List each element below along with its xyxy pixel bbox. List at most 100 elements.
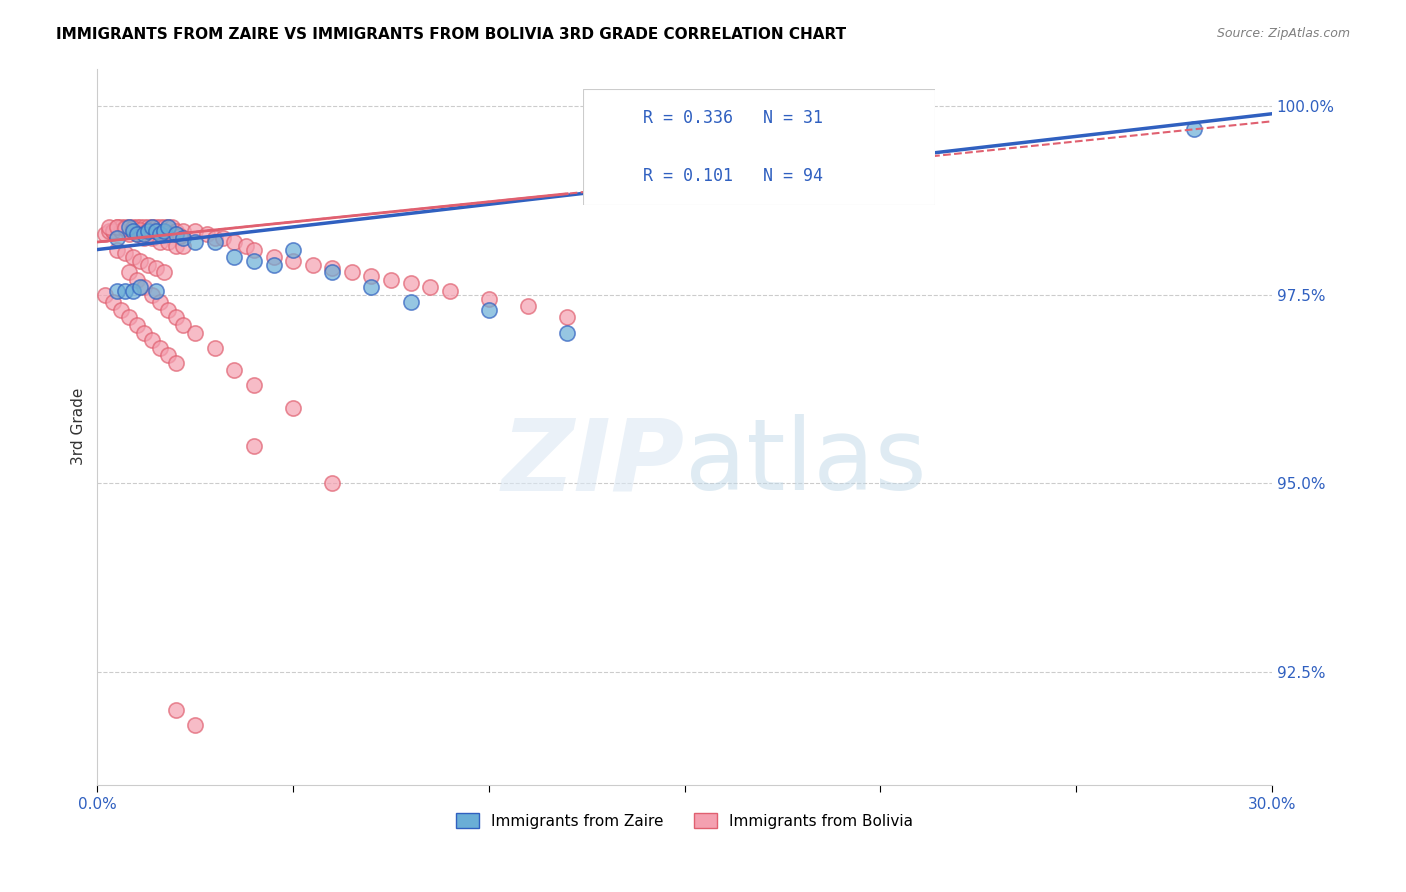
Point [153,265,176,279]
Point [121,284,143,298]
Point [399,295,422,310]
Point [263,250,285,264]
Point [141,231,163,245]
Point [141,219,163,234]
Point [399,277,422,291]
Text: R = 0.101   N = 94: R = 0.101 N = 94 [644,167,824,186]
Point [129,280,152,294]
Legend: Immigrants from Zaire, Immigrants from Bolivia: Immigrants from Zaire, Immigrants from B… [450,806,920,835]
Point [145,261,167,276]
Point [145,284,167,298]
Point [134,326,156,340]
Point [114,221,136,235]
Point [224,363,246,377]
Point [129,223,152,237]
Point [419,280,441,294]
Point [134,231,156,245]
Point [184,224,207,238]
Point [105,231,128,245]
Point [360,268,382,283]
Point [129,253,152,268]
Point [121,221,143,235]
Point [149,227,172,242]
Point [156,348,179,362]
Point [153,226,176,240]
Point [165,239,187,253]
Point [134,219,156,234]
Point [301,258,323,272]
Point [118,310,141,325]
Point [145,224,167,238]
Point [125,219,148,234]
Point [149,235,172,249]
Point [114,284,136,298]
Point [134,227,156,242]
Point [118,265,141,279]
Point [156,302,179,317]
Point [149,219,172,234]
Text: ZIP: ZIP [502,414,685,511]
Bar [591,159,633,194]
Point [145,224,167,238]
Point [156,219,179,234]
Point [517,299,540,313]
Point [105,219,128,234]
Point [125,318,148,332]
Point [160,219,183,234]
Point [153,224,176,238]
Point [160,227,183,242]
Point [752,107,775,121]
Point [149,341,172,355]
Point [149,295,172,310]
Point [136,219,159,234]
Point [555,326,578,340]
Point [129,219,152,234]
Point [263,258,285,272]
Point [321,265,343,279]
Point [281,253,304,268]
Point [121,250,143,264]
Point [281,243,304,257]
Point [211,231,233,245]
Point [110,302,132,317]
Point [105,284,128,298]
Point [165,703,187,717]
Point [141,333,163,347]
Point [165,227,187,242]
Point [169,229,191,244]
Point [136,258,159,272]
Point [184,717,207,731]
Point [165,224,187,238]
Point [360,280,382,294]
Point [1182,121,1205,136]
Point [204,231,226,245]
Point [243,439,266,453]
Point [184,235,207,249]
Point [141,219,163,234]
Point [114,219,136,234]
Point [101,224,124,238]
Point [156,235,179,249]
Point [105,219,128,234]
Point [145,219,167,234]
Point [478,292,501,306]
Point [125,273,148,287]
Bar [591,101,633,136]
Text: Source: ZipAtlas.com: Source: ZipAtlas.com [1216,27,1350,40]
Point [118,227,141,242]
Point [94,287,117,301]
Point [165,356,187,370]
Point [136,224,159,238]
Text: IMMIGRANTS FROM ZAIRE VS IMMIGRANTS FROM BOLIVIA 3RD GRADE CORRELATION CHART: IMMIGRANTS FROM ZAIRE VS IMMIGRANTS FROM… [56,27,846,42]
Point [173,231,195,245]
Point [101,295,124,310]
Point [125,227,148,242]
Point [134,280,156,294]
Point [321,476,343,491]
Point [173,239,195,253]
Point [243,243,266,257]
Point [118,219,141,234]
Text: R = 0.336   N = 31: R = 0.336 N = 31 [644,109,824,128]
Point [94,227,117,242]
Text: atlas: atlas [685,414,927,511]
